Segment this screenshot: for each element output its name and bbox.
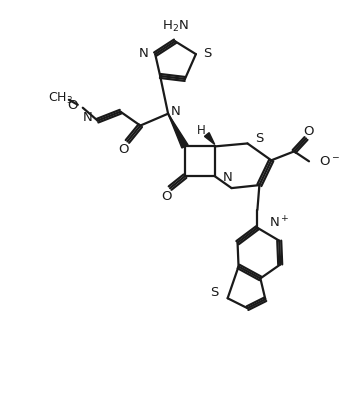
Polygon shape — [168, 114, 188, 148]
Text: N: N — [139, 47, 148, 60]
Text: O: O — [67, 99, 78, 112]
Text: O: O — [161, 189, 171, 203]
Text: N: N — [171, 105, 181, 118]
Text: O: O — [303, 125, 313, 138]
Text: H$_2$N: H$_2$N — [162, 19, 188, 34]
Text: O: O — [118, 143, 129, 156]
Text: N: N — [223, 171, 233, 184]
Text: CH$_3$: CH$_3$ — [48, 91, 73, 106]
Text: N$^+$: N$^+$ — [269, 215, 290, 231]
Text: N: N — [83, 111, 93, 124]
Text: O$^-$: O$^-$ — [319, 155, 340, 168]
Text: S: S — [203, 47, 211, 60]
Text: S: S — [255, 132, 264, 145]
Text: H: H — [197, 124, 205, 137]
Polygon shape — [204, 133, 215, 144]
Text: S: S — [210, 286, 219, 299]
